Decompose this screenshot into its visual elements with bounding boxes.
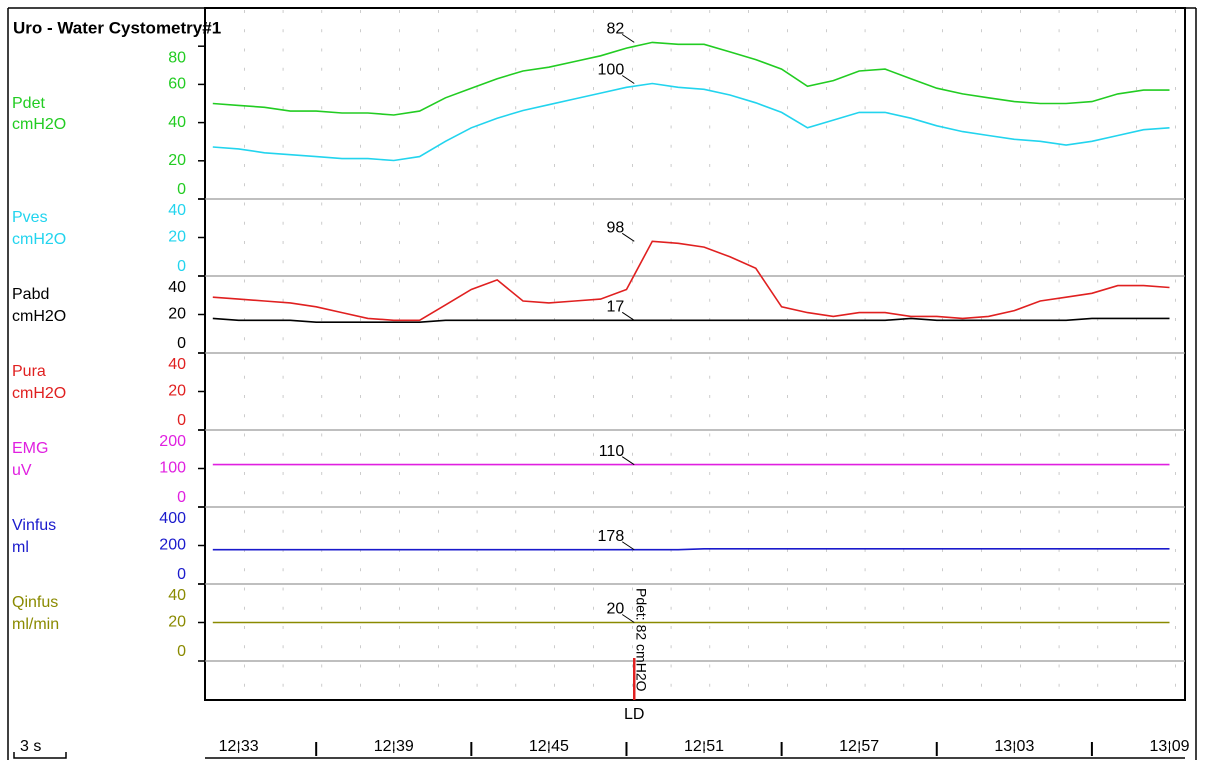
y-tick-label: 80 xyxy=(168,49,186,66)
y-tick-label: 200 xyxy=(159,537,186,554)
channel-name: Pves xyxy=(12,209,48,226)
marker-reading: 20 xyxy=(606,601,624,618)
channel-unit: ml xyxy=(12,539,29,556)
y-tick-label: 20 xyxy=(168,614,186,631)
y-tick-label: 40 xyxy=(168,356,186,373)
trace xyxy=(212,317,1170,324)
marker-reading: 82 xyxy=(606,21,624,38)
y-tick-label: 100 xyxy=(159,460,186,477)
y-tick-label: 0 xyxy=(177,566,186,583)
plot-frame xyxy=(204,7,1186,701)
y-tick-label: 0 xyxy=(177,181,186,198)
y-tick-label: 200 xyxy=(159,433,186,450)
channel-unit: cmH2O xyxy=(12,231,66,248)
trace xyxy=(212,547,1170,551)
y-tick-label: 20 xyxy=(168,383,186,400)
marker-reading: 178 xyxy=(598,528,625,545)
marker-leader xyxy=(621,75,635,84)
event-note: Pdet: 82 cmH2O xyxy=(634,588,650,692)
marker-reading: 98 xyxy=(606,220,624,237)
marker-leader xyxy=(621,311,635,321)
y-tick-label: 40 xyxy=(168,279,186,296)
y-tick-label: 20 xyxy=(168,306,186,323)
marker-leader xyxy=(621,614,635,623)
y-tick-label: 0 xyxy=(177,412,186,429)
chart-title: Uro - Water Cystometry#1 xyxy=(13,18,221,37)
channel-name: EMG xyxy=(12,440,48,457)
marker-reading: 110 xyxy=(599,443,625,460)
channel-unit: uV xyxy=(12,462,32,479)
y-tick-label: 20 xyxy=(168,229,186,246)
y-tick-label: 0 xyxy=(177,489,186,506)
y-tick-label: 0 xyxy=(177,258,186,275)
y-tick-label: 60 xyxy=(168,76,186,93)
channel-name: Qinfus xyxy=(12,594,58,611)
y-tick-label: 20 xyxy=(168,152,186,169)
marker-leader xyxy=(621,33,635,43)
y-tick-label: 400 xyxy=(159,510,186,527)
y-tick-label: 0 xyxy=(177,643,186,660)
marker-leader xyxy=(621,456,635,466)
channel-unit: cmH2O xyxy=(12,385,66,402)
scale-bracket xyxy=(13,752,67,759)
marker-reading: 17 xyxy=(606,298,624,315)
marker-reading: 100 xyxy=(598,62,625,79)
y-tick-label: 0 xyxy=(177,335,186,352)
trace xyxy=(212,82,1170,162)
marker-leader xyxy=(621,232,635,242)
channel-name: Pdet xyxy=(12,95,45,112)
scale-label: 3 s xyxy=(20,738,41,755)
y-tick-label: 40 xyxy=(168,114,186,131)
y-tick-label: 40 xyxy=(168,587,186,604)
channel-unit: cmH2O xyxy=(12,116,66,133)
channel-unit: cmH2O xyxy=(12,308,66,325)
grid-dots xyxy=(205,8,1185,700)
channel-name: Pura xyxy=(12,363,46,380)
y-tick-label: 40 xyxy=(168,202,186,219)
event-label: LD xyxy=(624,706,644,723)
marker-leader xyxy=(621,541,635,551)
channel-name: Vinfus xyxy=(12,517,56,534)
channel-unit: ml/min xyxy=(12,616,59,633)
trace xyxy=(212,240,1170,322)
channel-name: Pabd xyxy=(12,286,49,303)
trace xyxy=(212,41,1170,116)
